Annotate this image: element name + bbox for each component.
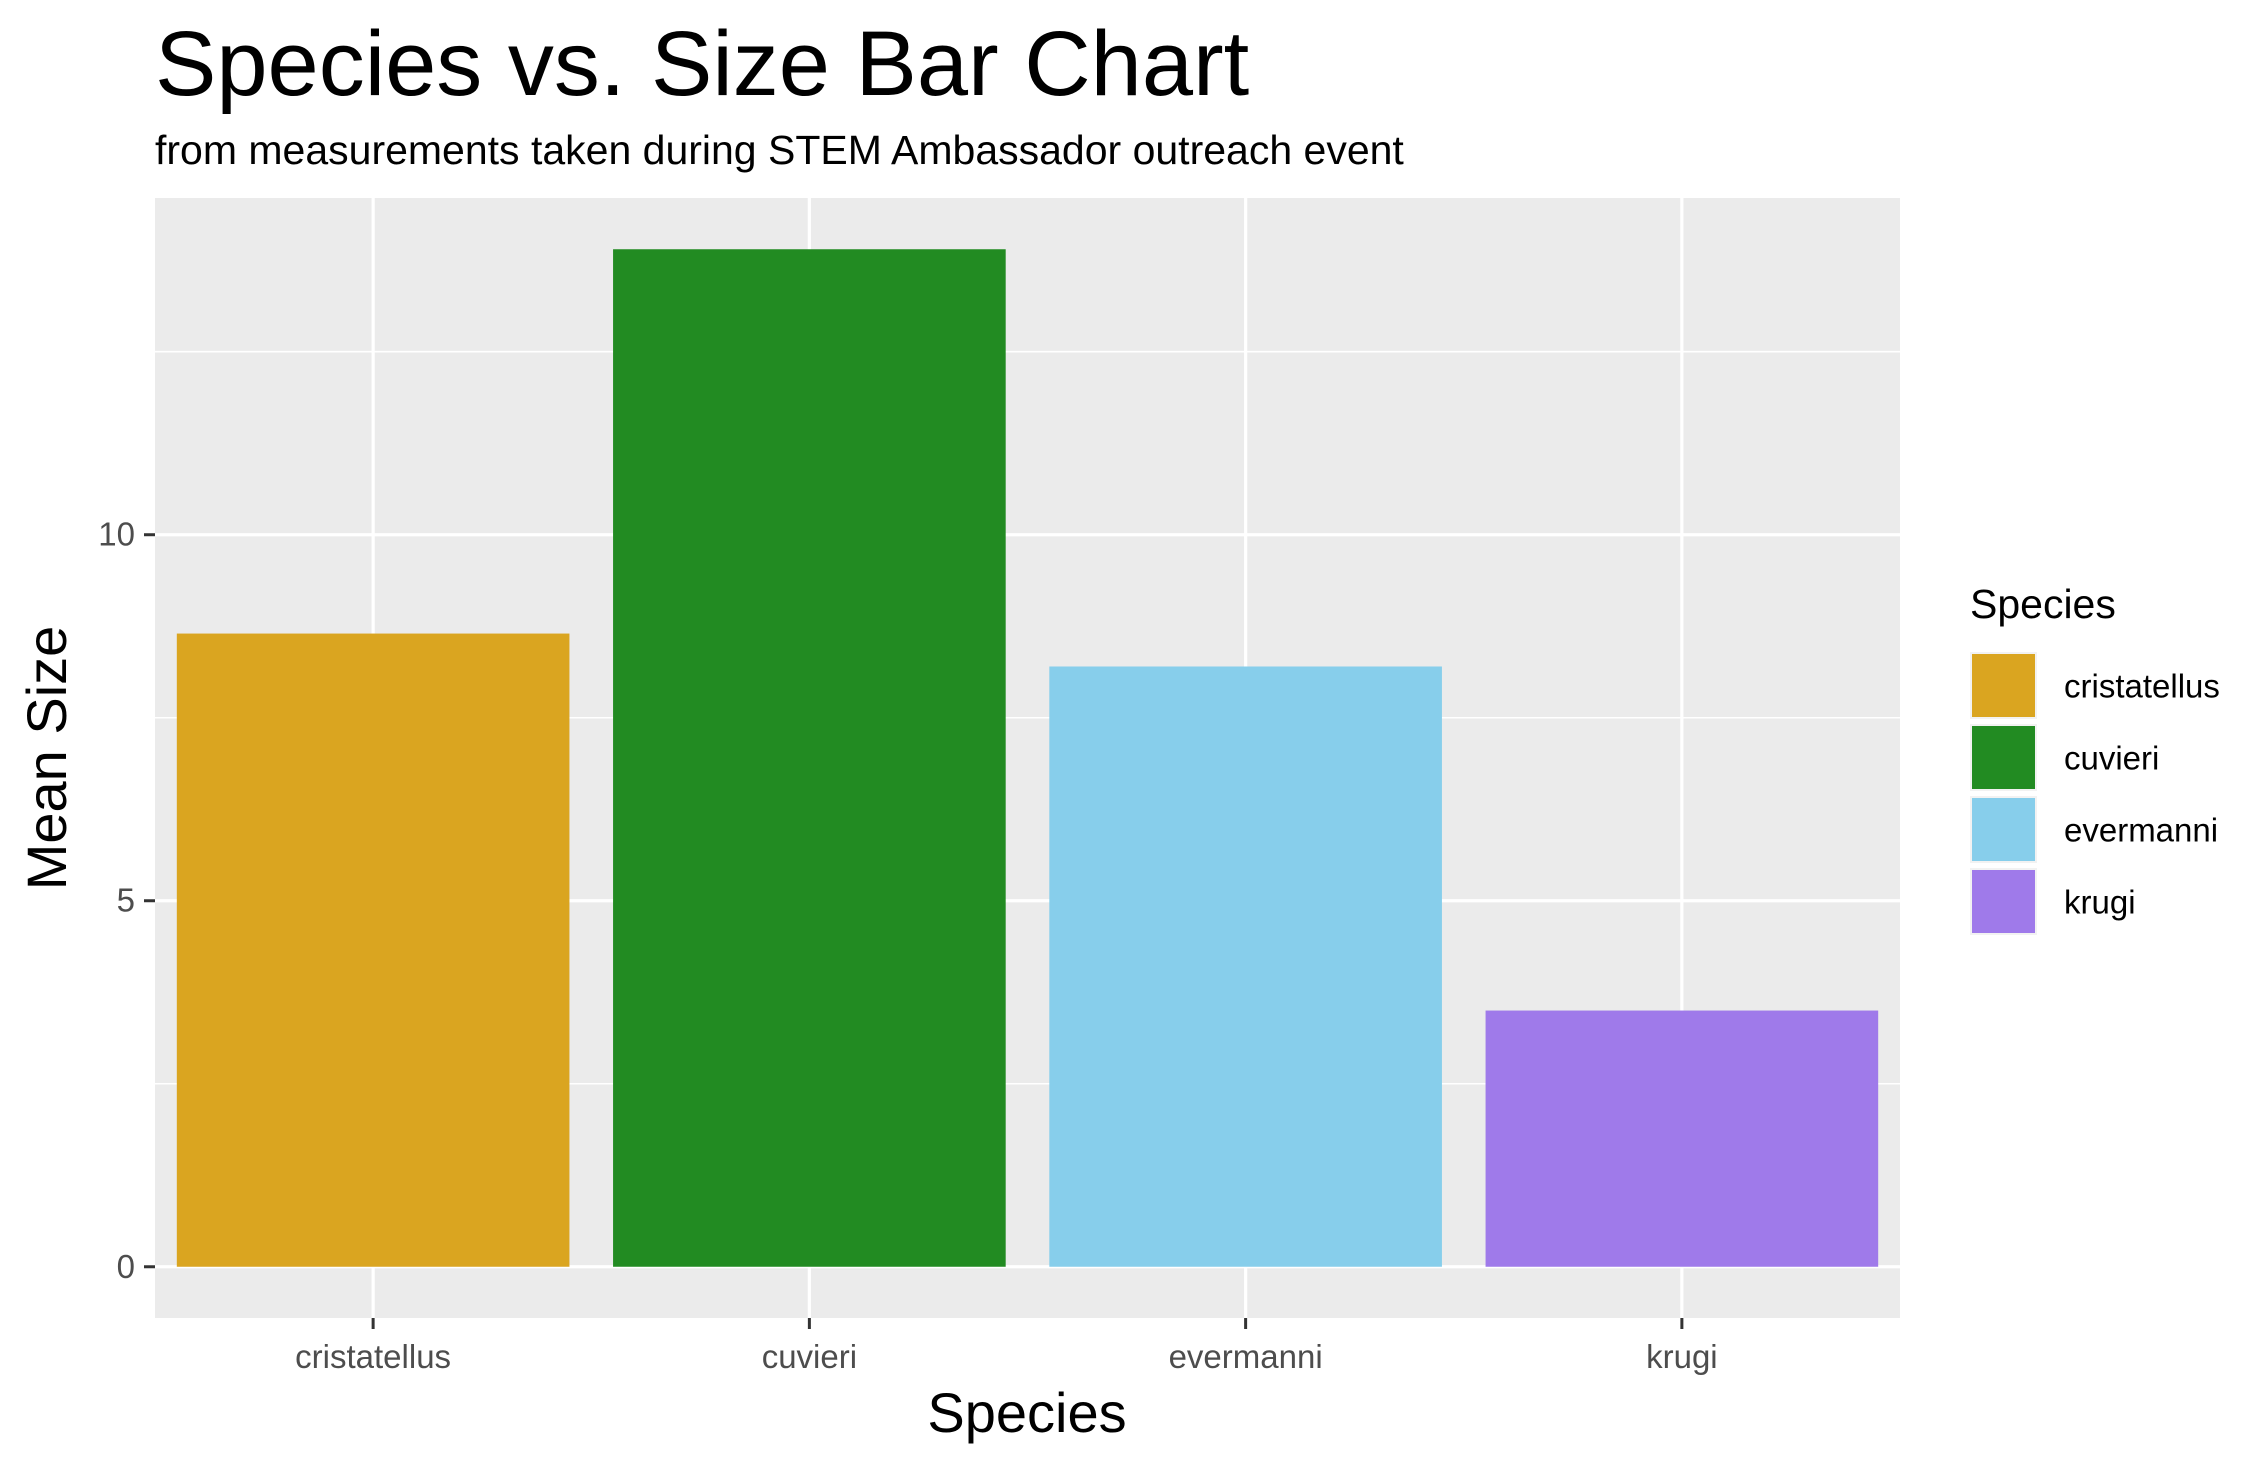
x-tick-label: cuvieri xyxy=(762,1338,857,1375)
legend-swatch-krugi xyxy=(1972,870,2035,933)
x-tick-label: cristatellus xyxy=(295,1338,451,1375)
chart-title: Species vs. Size Bar Chart xyxy=(155,13,1249,115)
legend: Species cristatellus cuvieri evermanni krug… xyxy=(1970,581,2220,935)
x-axis-title: Species xyxy=(927,1381,1126,1444)
legend-title: Species xyxy=(1970,581,2116,627)
legend-label: cuvieri xyxy=(2064,740,2159,777)
bar-evermanni xyxy=(1049,666,1442,1267)
x-tick-label: krugi xyxy=(1646,1338,1718,1375)
y-tick-label: 10 xyxy=(98,516,135,553)
x-tick-label: evermanni xyxy=(1169,1338,1323,1375)
bar-krugi xyxy=(1485,1010,1879,1267)
bars xyxy=(176,249,1879,1267)
bar-cuvieri xyxy=(613,249,1006,1267)
chart-subtitle: from measurements taken during STEM Amba… xyxy=(155,127,1404,173)
x-axis: cristatellus cuvieri evermanni krugi xyxy=(295,1318,1718,1375)
bar-cristatellus xyxy=(176,633,570,1267)
y-axis-title: Mean Size xyxy=(15,626,78,891)
legend-swatch-cuvieri xyxy=(1972,726,2035,789)
y-axis: 0 5 10 xyxy=(98,516,155,1285)
legend-label: cristatellus xyxy=(2064,668,2220,705)
y-tick-label: 5 xyxy=(117,882,135,919)
legend-swatch-cristatellus xyxy=(1972,654,2035,717)
legend-label: krugi xyxy=(2064,884,2136,921)
legend-label: evermanni xyxy=(2064,812,2218,849)
y-tick-label: 0 xyxy=(117,1248,135,1285)
legend-swatch-evermanni xyxy=(1972,798,2035,861)
